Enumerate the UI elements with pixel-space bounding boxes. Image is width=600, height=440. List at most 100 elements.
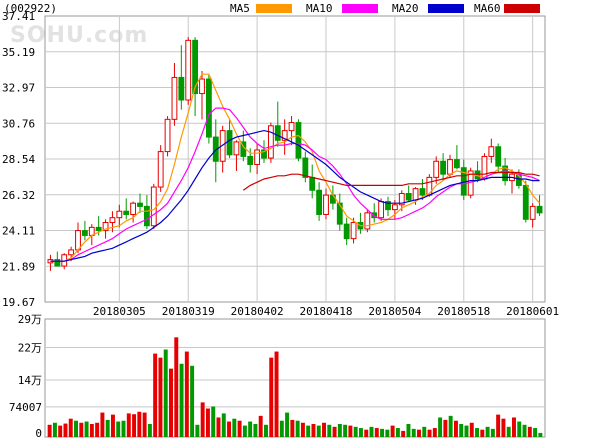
volume-bar-up [158,357,163,437]
volume-bar-down [464,425,469,437]
volume-bar-up [89,423,94,437]
volume-bar-down [438,417,443,437]
volume-bar-up [432,428,437,437]
volume-bar-down [358,428,363,437]
volume-bar-down [327,424,332,437]
volume-bar-down [116,421,121,437]
legend-ma10-label: MA10 [306,2,333,15]
candle-down [143,205,150,227]
volume-bar-down [279,420,284,437]
volume-bar-down [179,363,184,437]
volume-bar-up [258,415,263,437]
candle-down [192,39,199,95]
volume-bar-up [58,425,63,437]
volume-bar-up [137,411,142,437]
candle-up [219,130,226,162]
volume-bars [47,337,543,437]
volume-bar-down [380,428,385,437]
legend-ma20-swatch [428,4,464,13]
volume-bar-up [237,420,242,437]
volume-tick-label: 0 [35,427,42,440]
volume-tick-label: 14万 [18,374,42,387]
candle-up [185,39,192,101]
legend: MA5 MA10 MA20 MA60 [230,2,540,15]
price-tick-label: 28.54 [2,153,35,166]
price-tick-label: 19.67 [2,296,35,309]
volume-bar-up [443,419,448,437]
volume-bar-down [163,349,168,437]
volume-bar-up [364,429,369,437]
candle-down [247,155,254,165]
candle-up [267,125,274,159]
candle-up [378,201,385,219]
candle-up [254,149,261,165]
volume-bar-up [200,402,205,437]
volume-bar-down [253,423,258,437]
candle-down [502,165,509,182]
candle-down [95,226,102,232]
legend-ma5-swatch [256,4,292,13]
volume-bar-down [353,426,358,437]
volume-bar-up [469,422,474,437]
date-tick-label: 20180305 [93,305,146,318]
volume-bar-down [506,426,511,437]
volume-bar-up [47,424,52,437]
ma20-line [50,129,540,262]
volume-bar-up [153,353,158,437]
volume-bar-down [395,428,400,437]
volume-tick-label: 74007 [9,401,42,414]
candle-down [343,223,350,240]
volume-bar-up [79,422,84,437]
volume-bar-down [485,426,490,437]
legend-ma5-label: MA5 [230,2,250,15]
volume-bar-down [538,432,543,437]
candle-up [433,160,440,178]
volume-bar-up [174,337,179,437]
price-tick-label: 30.76 [2,117,35,130]
volume-bar-down [84,421,89,437]
candle-down [261,149,267,159]
legend-ma60-swatch [504,4,540,13]
price-tick-label: 35.19 [2,46,35,59]
candle-up [157,151,164,188]
candle-up [109,217,116,224]
candle-down [309,176,316,191]
price-tick-label: 32.97 [2,82,35,95]
volume-bar-up [311,423,316,437]
candle-down [54,259,61,267]
volume-bar-down [316,425,321,437]
volume-bar-up [501,418,506,437]
legend-ma60-label: MA60 [474,2,501,15]
volume-bar-down [105,419,110,437]
candle-down [536,205,543,214]
volume-bar-up [63,423,68,437]
volume-bar-up [142,412,147,437]
volume-bar-down [295,420,300,437]
candle-up [281,130,288,141]
volume-bar-down [411,428,416,437]
price-grid [45,16,545,302]
candle-up [68,249,75,256]
candle-up [233,141,240,156]
volume-bar-up [169,368,173,437]
volume-bar-down [248,421,253,437]
candle-up [288,122,295,132]
legend-ma10-swatch [342,4,378,13]
volume-bar-down [232,418,237,437]
volume-bar-down [147,423,152,437]
stock-code: (002922) [4,2,57,15]
candle-down [522,184,529,220]
volume-bar-up [68,418,73,437]
volume-bar-up [100,412,105,437]
volume-bar-up [126,413,131,437]
candle-up [150,186,157,227]
volume-bar-down [306,425,311,437]
volume-bar-down [190,365,195,437]
volume-bar-up [496,414,501,437]
volume-bar-down [448,415,453,437]
volume-bar-down [195,424,200,437]
volume-bar-down [422,426,427,437]
candle-down [137,202,143,207]
